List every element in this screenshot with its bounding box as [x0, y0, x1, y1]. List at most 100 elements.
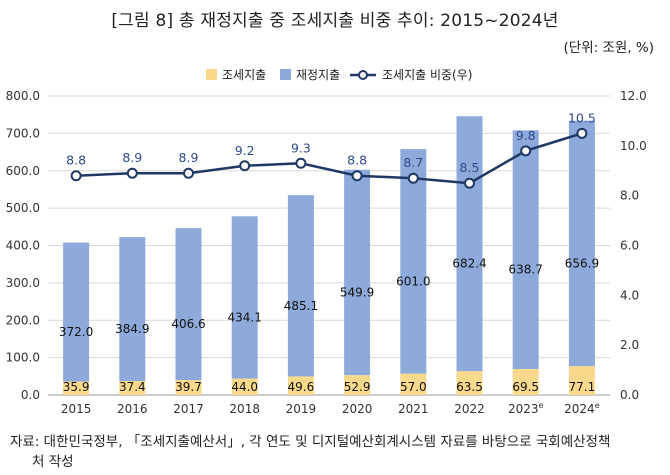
source-line-1: 자료: 대한민국정부, 「조세지출예산서」, 각 연도 및 디지털예산회계시스템…	[10, 434, 611, 450]
left-axis-tick-label: 800.0	[6, 89, 40, 103]
bar-tax-expenditure	[568, 366, 595, 395]
legend-label: 조세지출	[222, 68, 266, 82]
fiscal-expenditure-value-label: 434.1	[228, 310, 262, 324]
bar-tax-expenditure	[456, 371, 483, 395]
tax-expenditure-value-label: 39.7	[175, 380, 202, 394]
ratio-value-label: 8.9	[179, 150, 199, 165]
fiscal-expenditure-value-label: 372.0	[59, 325, 93, 339]
ratio-value-label: 8.7	[403, 155, 423, 170]
left-axis-tick-label: 700.0	[6, 126, 40, 140]
chart-title: [그림 8] 총 재정지출 중 조세지출 비중 추이: 2015~2024년	[111, 11, 559, 31]
bar-fiscal-expenditure	[456, 116, 483, 372]
right-axis-tick-label: 4.0	[620, 288, 639, 302]
legend-label: 조세지출 비중(우)	[382, 68, 472, 82]
tax-expenditure-value-label: 49.6	[288, 380, 315, 394]
left-axis-tick-label: 500.0	[6, 201, 40, 215]
legend-swatch	[206, 69, 217, 80]
left-axis-tick-label: 400.0	[6, 239, 40, 253]
x-axis-tick-label: 2024e	[564, 401, 600, 416]
bar-tax-expenditure	[512, 369, 539, 395]
fiscal-expenditure-value-label: 485.1	[284, 299, 318, 313]
bar-fiscal-expenditure	[568, 120, 595, 367]
tax-expenditure-value-label: 52.9	[344, 380, 371, 394]
fiscal-expenditure-value-label: 384.9	[115, 322, 149, 336]
right-axis-tick-label: 12.0	[620, 89, 647, 103]
ratio-point	[239, 160, 251, 172]
tax-expenditure-value-label: 35.9	[63, 380, 90, 394]
bar-tax-expenditure	[63, 381, 90, 395]
bar-fiscal-expenditure	[512, 130, 539, 370]
ratio-value-label: 10.5	[568, 110, 596, 125]
estimate-superscript: e	[539, 401, 544, 410]
combo-chart: 0.0 100.0 200.0 300.0 400.0 500.0 600.0 700.0 80…	[6, 68, 647, 416]
ratio-point	[126, 167, 138, 179]
fiscal-expenditure-value-label: 549.9	[340, 285, 374, 299]
right-axis-tick-label: 2.0	[620, 338, 639, 352]
ratio-line	[76, 132, 583, 185]
bar-fiscal-expenditure	[400, 149, 427, 374]
ratio-point	[520, 145, 532, 157]
x-axis-tick-label: 2015	[61, 402, 92, 416]
bar-tax-expenditure	[400, 373, 427, 395]
fiscal-expenditure-value-label: 656.9	[565, 256, 599, 270]
ratio-point	[295, 157, 307, 169]
ratio-value-label: 9.2	[235, 143, 255, 158]
legend-swatch-marker	[358, 70, 368, 80]
tax-expenditure-value-label: 77.1	[569, 380, 596, 394]
left-axis-tick-label: 600.0	[6, 164, 40, 178]
bar-tax-expenditure	[231, 378, 258, 395]
ratio-point	[351, 170, 363, 182]
ratio-value-label: 8.8	[66, 153, 86, 168]
fiscal-expenditure-value-label: 638.7	[509, 263, 543, 277]
bar-fiscal-expenditure	[287, 195, 314, 377]
x-axis-tick-label: 2020	[342, 402, 373, 416]
bar-fiscal-expenditure	[344, 169, 371, 376]
ratio-value-label: 9.8	[516, 128, 536, 143]
left-axis-tick-label: 200.0	[6, 313, 40, 327]
tax-expenditure-value-label: 37.4	[119, 380, 146, 394]
fiscal-expenditure-value-label: 406.6	[171, 317, 205, 331]
right-axis-tick-label: 0.0	[620, 388, 639, 402]
x-axis-tick-label: 2019	[286, 402, 317, 416]
ratio-point	[576, 127, 588, 139]
fiscal-expenditure-value-label: 601.0	[396, 274, 430, 288]
right-axis-tick-label: 6.0	[620, 239, 639, 253]
bar-fiscal-expenditure	[175, 228, 202, 381]
ratio-point	[183, 167, 194, 179]
right-axis-tick-label: 8.0	[620, 189, 639, 203]
ratio-value-label: 9.3	[291, 140, 311, 155]
bar-tax-expenditure	[344, 375, 371, 395]
bar-tax-expenditure	[175, 380, 202, 395]
x-axis-tick-label: 2017	[173, 402, 204, 416]
legend-swatch	[280, 69, 291, 80]
source-note: 자료: 대한민국정부, 「조세지출예산서」, 각 연도 및 디지털예산회계시스템…	[10, 432, 660, 472]
tax-expenditure-value-label: 69.5	[512, 380, 539, 394]
bar-tax-expenditure	[119, 381, 146, 395]
right-axis-tick-label: 10.0	[620, 139, 647, 153]
x-axis-tick-label: 2021	[398, 402, 429, 416]
left-axis-tick-label: 0.0	[21, 388, 40, 402]
bar-fiscal-expenditure	[231, 216, 258, 379]
bar-fiscal-expenditure	[63, 242, 90, 382]
x-axis-tick-label: 2018	[229, 402, 260, 416]
ratio-point	[70, 170, 82, 182]
x-axis-tick-label: 2022	[454, 402, 485, 416]
ratio-point	[407, 172, 419, 184]
legend-label: 재정지출	[296, 68, 340, 82]
ratio-point	[464, 177, 475, 189]
x-axis-tick-label: 2016	[117, 402, 148, 416]
fiscal-expenditure-value-label: 682.4	[452, 257, 486, 271]
tax-expenditure-value-label: 63.5	[456, 380, 483, 394]
estimate-superscript: e	[595, 401, 600, 410]
tax-expenditure-value-label: 57.0	[400, 380, 427, 394]
left-axis-tick-label: 100.0	[6, 351, 40, 365]
source-line-2: 처 작성	[32, 454, 74, 470]
left-axis-tick-label: 300.0	[6, 276, 40, 290]
bar-tax-expenditure	[287, 376, 314, 395]
tax-expenditure-value-label: 44.0	[231, 380, 258, 394]
bar-fiscal-expenditure	[119, 237, 146, 382]
ratio-value-label: 8.9	[122, 150, 142, 165]
unit-label: (단위: 조원, %)	[563, 40, 654, 56]
x-axis-tick-label: 2023e	[508, 401, 544, 416]
ratio-value-label: 8.8	[347, 153, 367, 168]
